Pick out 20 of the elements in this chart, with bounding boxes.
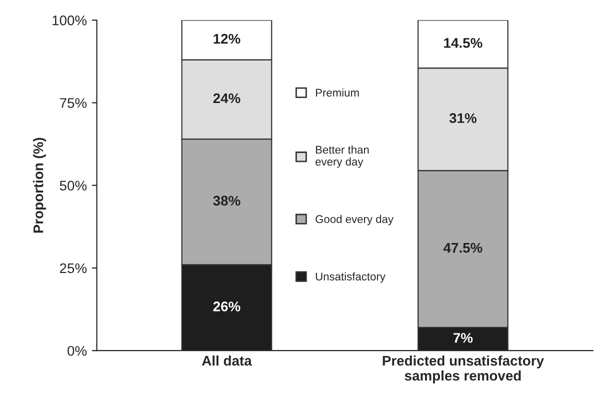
- data-label: 7%: [454, 332, 473, 343]
- y-tick-label: 0%: [68, 346, 87, 356]
- data-label: 38%: [213, 196, 240, 206]
- data-label: 24%: [213, 93, 240, 104]
- y-tick-label: 50%: [60, 180, 87, 191]
- y-tick-label: 100%: [52, 15, 87, 26]
- y-axis-title: Proportion (%): [33, 138, 46, 233]
- data-label: 14.5%: [444, 38, 482, 48]
- y-tick-label: 75%: [60, 98, 87, 108]
- data-label: 31%: [449, 113, 477, 124]
- data-label: 26%: [213, 302, 240, 312]
- legend-label: Good every day: [316, 214, 394, 226]
- data-label: 12%: [214, 34, 240, 44]
- data-label: 47.5%: [443, 242, 482, 253]
- legend-label: Better than every day: [316, 146, 369, 168]
- y-tick-label: 25%: [60, 263, 87, 274]
- x-tick-label: Predicted unsatisfactory samples removed: [382, 355, 544, 384]
- legend-label: Unsatisfactory: [316, 272, 386, 283]
- legend-label: Premium: [316, 88, 359, 97]
- x-tick-label: All data: [202, 355, 252, 366]
